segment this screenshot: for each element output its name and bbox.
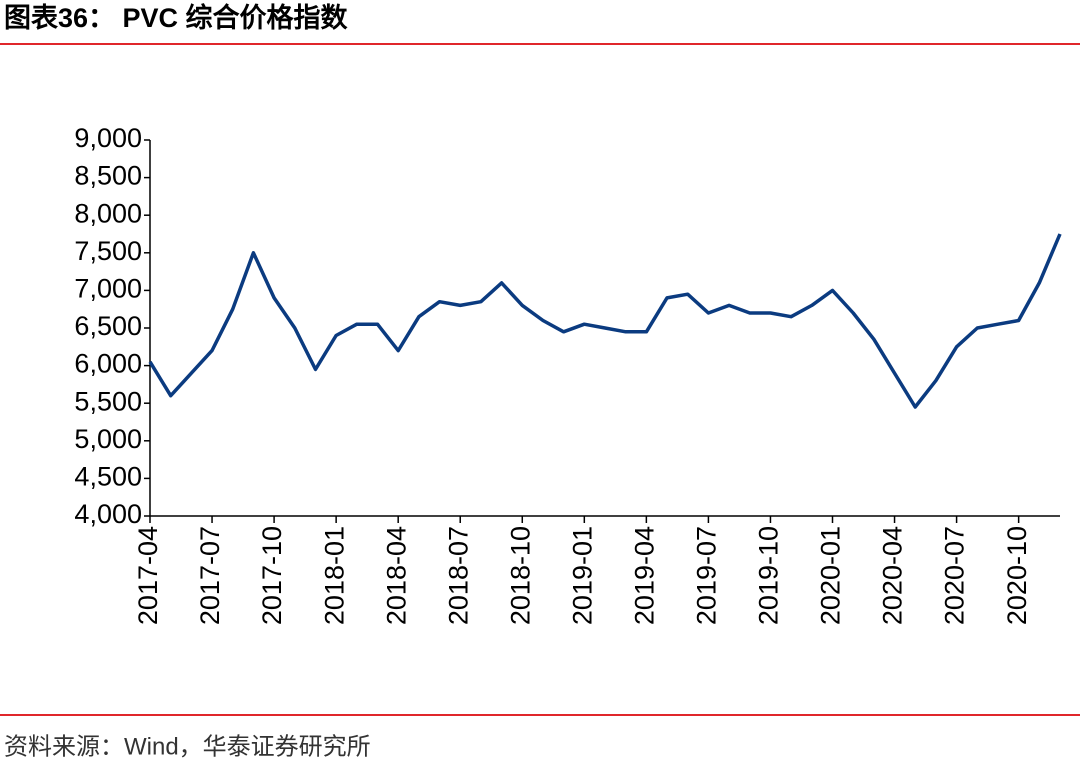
x-tick-label: 2018-04 bbox=[381, 526, 411, 625]
x-tick-label: 2019-10 bbox=[754, 526, 784, 625]
y-tick-label: 8,500 bbox=[74, 161, 142, 191]
chart-title: 图表36： PVC 综合价格指数 bbox=[4, 2, 349, 33]
x-tick-label: 2020-07 bbox=[940, 526, 970, 625]
source-note: 资料来源：Wind，华泰证券研究所 bbox=[4, 733, 371, 760]
x-tick-label: 2017-04 bbox=[133, 526, 163, 625]
y-tick-label: 9,000 bbox=[74, 123, 142, 153]
x-tick-label: 2018-01 bbox=[319, 526, 349, 625]
y-tick-label: 8,000 bbox=[74, 198, 142, 228]
x-tick-label: 2018-10 bbox=[505, 526, 535, 625]
y-tick-label: 7,000 bbox=[74, 274, 142, 304]
y-tick-label: 5,000 bbox=[74, 424, 142, 454]
x-tick-label: 2019-04 bbox=[629, 526, 659, 625]
y-tick-label: 6,000 bbox=[74, 349, 142, 379]
x-tick-label: 2020-10 bbox=[1002, 526, 1032, 625]
y-tick-label: 4,000 bbox=[74, 499, 142, 529]
x-tick-label: 2018-07 bbox=[443, 526, 473, 625]
x-tick-label: 2020-01 bbox=[816, 526, 846, 625]
x-tick-label: 2020-04 bbox=[878, 526, 908, 625]
y-tick-label: 5,500 bbox=[74, 386, 142, 416]
y-tick-label: 7,500 bbox=[74, 236, 142, 266]
x-tick-label: 2017-07 bbox=[195, 526, 225, 625]
y-tick-label: 4,500 bbox=[74, 462, 142, 492]
x-tick-label: 2017-10 bbox=[257, 526, 287, 625]
x-tick-label: 2019-01 bbox=[567, 526, 597, 625]
x-tick-label: 2019-07 bbox=[692, 526, 722, 625]
line-series bbox=[148, 233, 1062, 409]
y-tick-label: 6,500 bbox=[74, 311, 142, 341]
